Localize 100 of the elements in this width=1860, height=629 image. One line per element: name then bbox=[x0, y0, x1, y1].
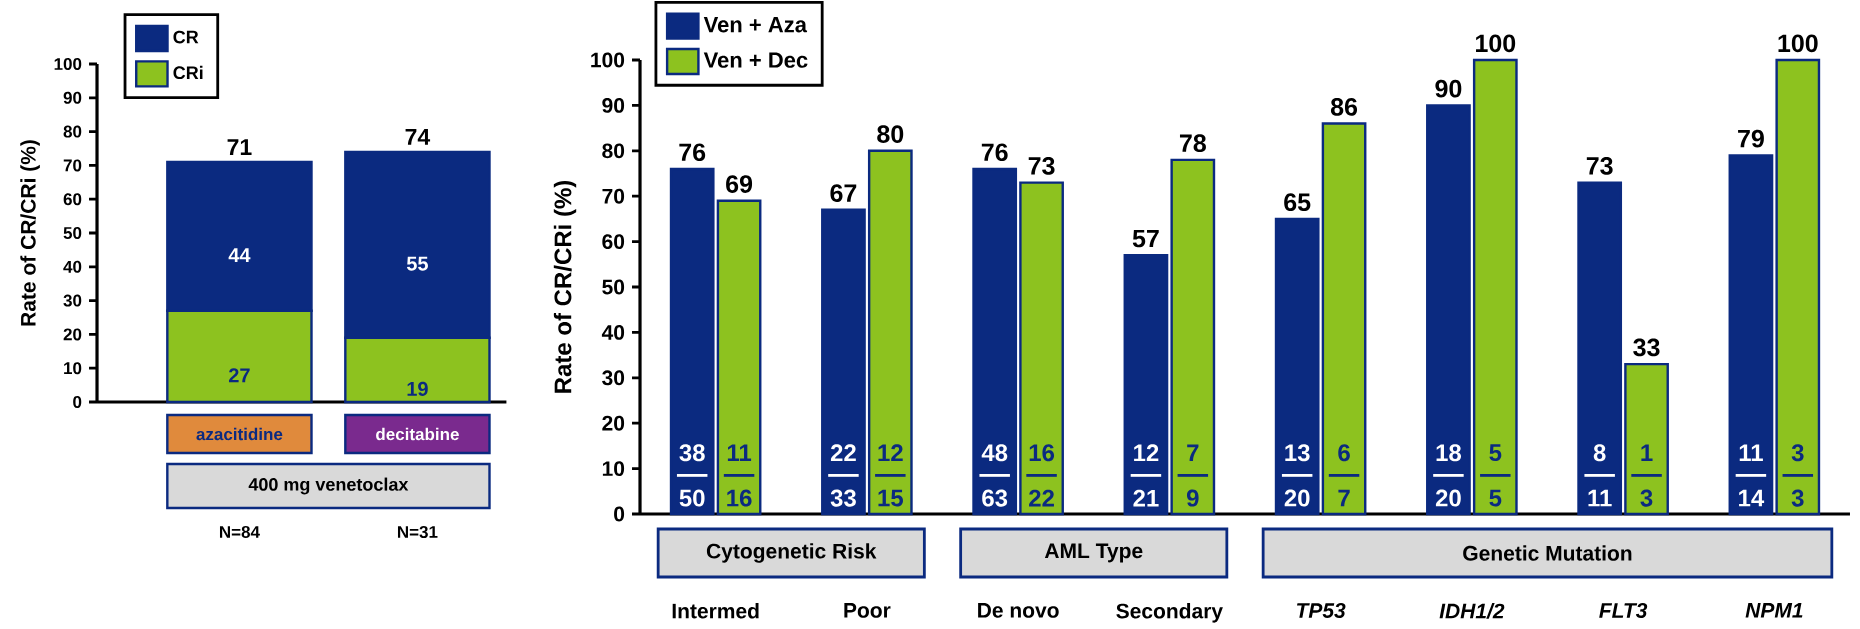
data-label: 69 bbox=[726, 175, 753, 193]
annotation: 5 bbox=[1489, 489, 1502, 507]
annotation: 22 bbox=[1029, 489, 1054, 507]
annotation: 15 bbox=[878, 489, 903, 507]
annotation: 22 bbox=[830, 444, 856, 461]
data-label: 44 bbox=[228, 248, 251, 262]
bar bbox=[1274, 217, 1320, 516]
annotation: 3 bbox=[1791, 489, 1804, 507]
y-tick-label: 40 bbox=[601, 324, 625, 340]
y-tick-label: 20 bbox=[602, 415, 625, 431]
annotation: 20 bbox=[1284, 489, 1310, 507]
data-label: 100 bbox=[1778, 34, 1818, 52]
data-label: 65 bbox=[1284, 193, 1311, 211]
bar bbox=[867, 149, 913, 516]
x-tick-label: azacitidine bbox=[196, 427, 283, 441]
y-tick-label: 50 bbox=[602, 279, 625, 295]
y-tick-label: 40 bbox=[63, 260, 82, 273]
text: Cytogenetic Risk bbox=[706, 543, 877, 563]
annotation: 14 bbox=[1739, 489, 1765, 507]
y-tick-label: 80 bbox=[602, 143, 625, 159]
bar bbox=[1775, 58, 1821, 516]
annotation: 6 bbox=[1338, 444, 1350, 462]
bar bbox=[1728, 153, 1774, 516]
annotation: 20 bbox=[1435, 489, 1461, 507]
legend-label: CRi bbox=[173, 65, 203, 79]
bar bbox=[716, 199, 762, 516]
text: 400 mg venetoclax bbox=[248, 477, 409, 495]
total-label: 71 bbox=[227, 139, 252, 155]
y-tick-label: 60 bbox=[602, 234, 625, 249]
annotation: 21 bbox=[1133, 489, 1159, 507]
data-label: 27 bbox=[228, 368, 250, 383]
bar bbox=[1577, 181, 1623, 516]
bar bbox=[1472, 58, 1518, 516]
text: N=84 bbox=[219, 525, 260, 538]
annotation: 63 bbox=[982, 489, 1008, 507]
data-label: 80 bbox=[877, 125, 904, 143]
y-tick-label: 80 bbox=[63, 125, 82, 138]
y-tick-label: 70 bbox=[602, 188, 625, 204]
text: Genetic Mutation bbox=[1463, 545, 1632, 561]
data-label: 86 bbox=[1330, 97, 1358, 116]
y-tick-label: 90 bbox=[602, 97, 625, 113]
data-label: 73 bbox=[1028, 156, 1055, 175]
bar bbox=[1123, 253, 1169, 516]
total-label: 74 bbox=[405, 128, 431, 145]
x-tick-label: Poor bbox=[844, 602, 891, 618]
bar bbox=[669, 167, 715, 516]
data-label: 57 bbox=[1132, 229, 1159, 248]
annotation: 48 bbox=[981, 444, 1008, 462]
x-tick-label: decitabine bbox=[376, 427, 459, 441]
x-tick-label: TP53 bbox=[1297, 602, 1346, 618]
bar bbox=[1321, 122, 1367, 516]
y-axis-title: Rate of CR/CRi (%) bbox=[20, 140, 40, 326]
x-tick-label: NPM1 bbox=[1745, 602, 1803, 618]
annotation: 7 bbox=[1338, 489, 1350, 507]
y-tick-label: 100 bbox=[591, 52, 625, 68]
data-label: 79 bbox=[1738, 129, 1764, 148]
data-label: 90 bbox=[1435, 79, 1462, 98]
annotation: 3 bbox=[1791, 444, 1804, 462]
bar bbox=[1170, 158, 1216, 516]
bar bbox=[821, 208, 866, 516]
x-tick-label: IDH1/2 bbox=[1439, 602, 1505, 619]
annotation: 11 bbox=[727, 444, 752, 461]
annotation: 3 bbox=[1640, 489, 1653, 507]
data-label: 67 bbox=[830, 184, 857, 202]
y-tick-label: 30 bbox=[63, 294, 82, 307]
y-tick-label: 10 bbox=[64, 362, 82, 375]
text: AML Type bbox=[1044, 543, 1143, 563]
legend-label: Ven + Aza bbox=[703, 16, 808, 33]
text: N=31 bbox=[397, 525, 438, 538]
legend-label: Ven + Dec bbox=[703, 52, 808, 68]
data-label: 33 bbox=[1633, 338, 1660, 357]
y-tick-label: 0 bbox=[73, 395, 82, 408]
y-tick-label: 0 bbox=[614, 506, 625, 522]
annotation: 11 bbox=[1588, 489, 1612, 507]
annotation: 50 bbox=[679, 489, 705, 507]
data-label: 73 bbox=[1586, 156, 1613, 175]
x-tick-label: Intermed bbox=[672, 602, 759, 619]
data-label: 78 bbox=[1179, 134, 1206, 152]
x-tick-label: Secondary bbox=[1116, 602, 1223, 623]
annotation: 8 bbox=[1593, 444, 1606, 462]
annotation: 38 bbox=[679, 444, 705, 462]
data-label: 76 bbox=[981, 143, 1008, 161]
y-axis-title: Rate of CR/CRi (%) bbox=[553, 180, 577, 393]
bar bbox=[1426, 104, 1471, 516]
y-tick-label: 50 bbox=[63, 226, 82, 239]
legend-label: CR bbox=[173, 30, 199, 44]
data-label: 19 bbox=[407, 381, 428, 396]
annotation: 33 bbox=[830, 489, 856, 507]
y-tick-label: 70 bbox=[63, 159, 82, 172]
bar bbox=[972, 167, 1018, 516]
annotation: 16 bbox=[727, 489, 752, 507]
data-label: 55 bbox=[406, 256, 428, 271]
x-tick-label: De novo bbox=[978, 602, 1059, 618]
data-label: 100 bbox=[1476, 34, 1516, 52]
annotation: 11 bbox=[1739, 444, 1763, 461]
annotation: 12 bbox=[1134, 444, 1159, 461]
y-tick-label: 100 bbox=[54, 57, 82, 70]
y-tick-label: 90 bbox=[63, 91, 82, 104]
bar bbox=[1019, 181, 1064, 516]
data-label: 76 bbox=[679, 143, 706, 161]
